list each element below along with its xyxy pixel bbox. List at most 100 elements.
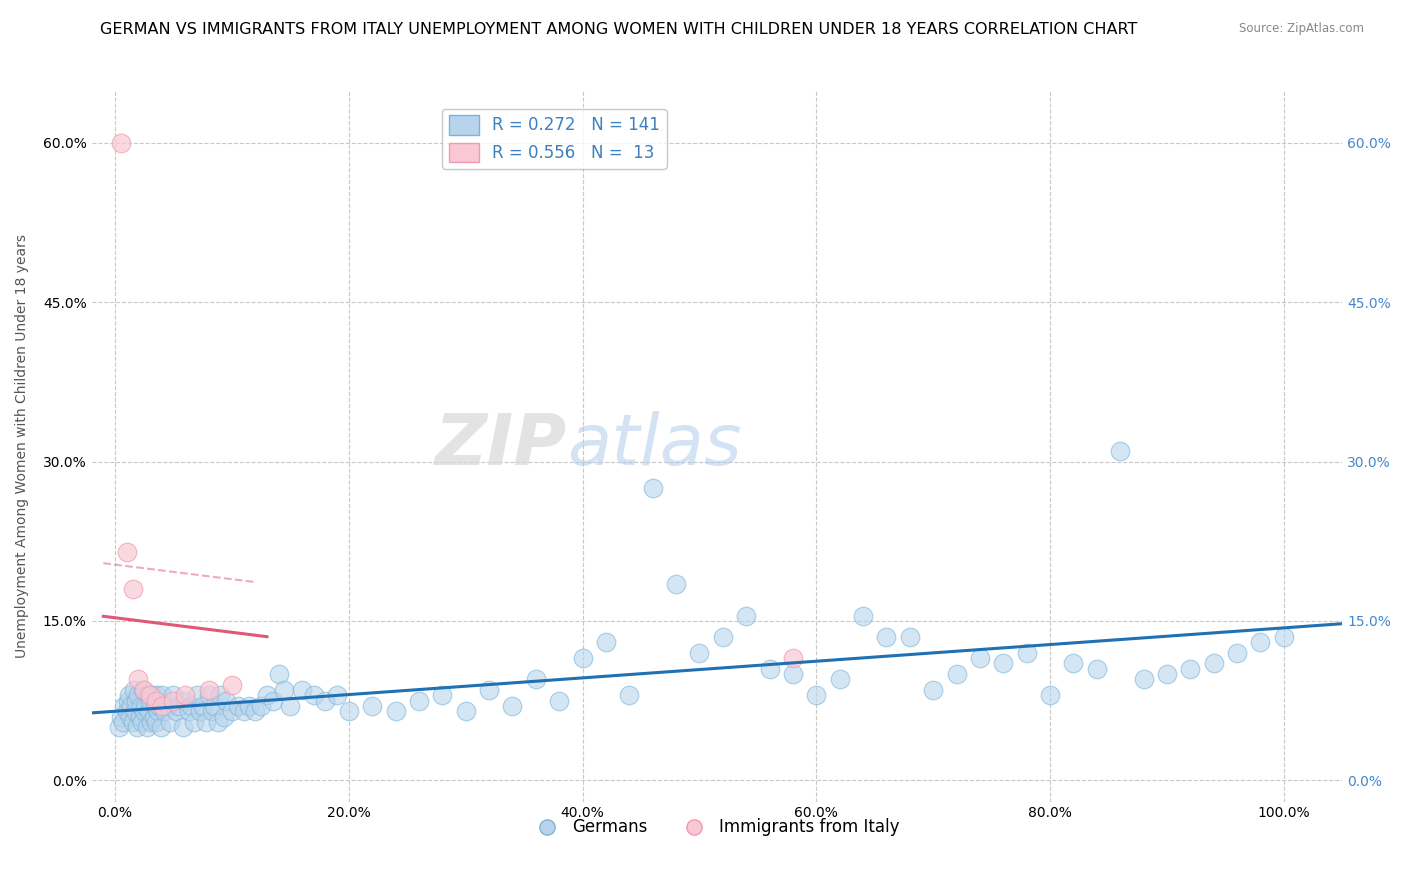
Point [128,709,150,723]
Point [183,714,205,729]
Point [245,704,267,718]
Point [256,688,278,702]
Point [177,704,200,718]
Point [711,630,734,644]
Point [134,704,156,718]
Point [922,683,945,698]
Point [688,646,710,660]
Point [146,688,169,702]
Point [267,667,290,681]
Point [115,545,138,559]
Point [139,693,162,707]
Legend: Germans, Immigrants from Italy: Germans, Immigrants from Italy [527,812,907,843]
Point [209,688,232,702]
Point [221,678,243,692]
Point [875,630,897,644]
Point [408,693,430,707]
Point [125,693,148,707]
Point [120,698,142,713]
Point [314,693,336,707]
Point [134,683,156,698]
Point [432,688,454,702]
Point [195,714,218,729]
Point [150,688,173,702]
Point [110,136,132,150]
Text: atlas: atlas [567,411,741,480]
Point [117,693,139,707]
Point [120,709,142,723]
Point [852,608,875,623]
Point [135,720,157,734]
Point [478,683,501,698]
Point [665,576,688,591]
Point [118,688,141,702]
Point [1085,662,1108,676]
Point [524,673,547,687]
Point [806,688,828,702]
Point [141,714,163,729]
Point [782,667,804,681]
Point [221,704,243,718]
Point [134,698,156,713]
Point [169,698,191,713]
Point [1202,657,1225,671]
Point [131,714,153,729]
Point [262,693,284,707]
Point [110,709,132,723]
Point [191,698,214,713]
Point [226,698,249,713]
Point [107,720,129,734]
Point [1272,630,1295,644]
Y-axis label: Unemployment Among Women with Children Under 18 years: Unemployment Among Women with Children U… [15,234,30,657]
Point [127,720,149,734]
Point [735,608,758,623]
Point [1015,646,1038,660]
Point [1180,662,1202,676]
Text: Source: ZipAtlas.com: Source: ZipAtlas.com [1239,22,1364,36]
Point [201,704,224,718]
Point [172,720,194,734]
Point [136,688,159,702]
Point [250,698,273,713]
Point [1226,646,1249,660]
Point [138,704,160,718]
Point [188,704,211,718]
Point [571,651,593,665]
Point [1249,635,1271,649]
Point [212,709,235,723]
Point [945,667,967,681]
Point [127,673,149,687]
Point [129,698,152,713]
Point [148,704,170,718]
Point [121,582,143,596]
Point [207,714,229,729]
Point [156,698,179,713]
Point [828,673,851,687]
Point [782,651,804,665]
Point [1132,673,1154,687]
Point [273,683,295,698]
Point [337,704,360,718]
Point [501,698,523,713]
Point [1109,443,1132,458]
Point [197,683,219,698]
Point [454,704,477,718]
Point [112,698,135,713]
Point [162,693,184,707]
Point [202,698,225,713]
Point [149,720,172,734]
Point [142,709,165,723]
Point [162,688,184,702]
Point [361,698,384,713]
Point [278,698,301,713]
Point [641,481,664,495]
Point [145,714,167,729]
Point [112,714,135,729]
Point [145,693,167,707]
Point [141,688,163,702]
Point [993,657,1015,671]
Point [595,635,617,649]
Point [1062,657,1084,671]
Point [1156,667,1178,681]
Point [132,683,155,698]
